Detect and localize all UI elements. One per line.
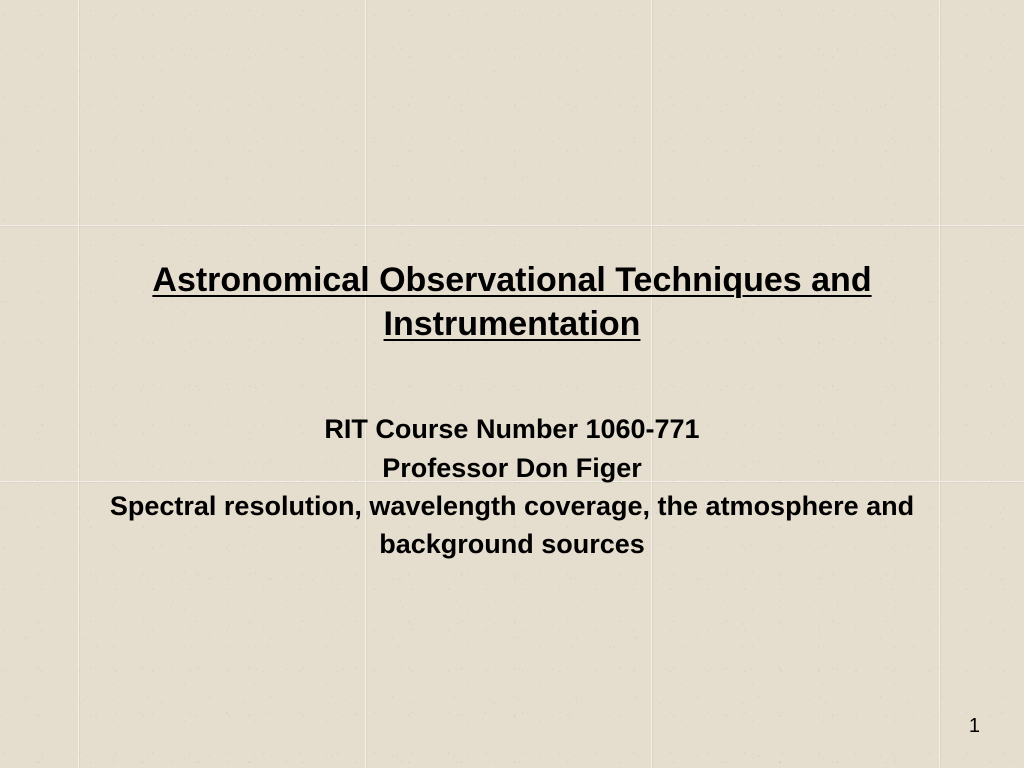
slide-subblock: RIT Course Number 1060-771 Professor Don… [80,410,944,563]
page-number: 1 [969,715,980,738]
slide: Astronomical Observational Techniques an… [0,0,1024,768]
slide-title: Astronomical Observational Techniques an… [80,258,944,346]
topic-line: Spectral resolution, wavelength coverage… [80,487,944,564]
course-number-line: RIT Course Number 1060-771 [80,410,944,448]
slide-content: Astronomical Observational Techniques an… [0,258,1024,564]
instructor-line: Professor Don Figer [80,449,944,487]
grid-hline [0,225,1024,226]
